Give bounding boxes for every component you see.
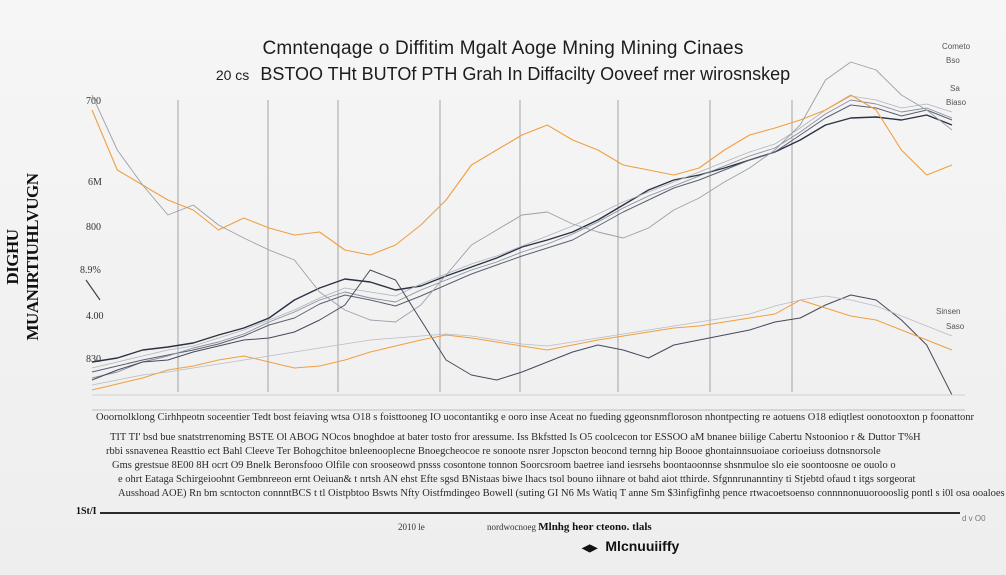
note-line: Ooornolklong Cirhhpeotn soceentier Tedt … [96,412,974,423]
series-line [91,94,953,256]
y-tick-label: 830 [86,354,101,365]
legend-tag: Sa [950,84,960,93]
series-line [91,95,953,369]
y-tick-label: 8.9% [80,265,101,276]
footer-caption-mid: nordwocnoeg [487,522,536,532]
legend-tag: Bso [946,56,960,65]
chart-title: Cmntenqage o Diffitim Mgalt Aoge Mning M… [262,38,744,59]
y-tick-label: 700 [86,96,101,107]
subtitle-prefix: 20 cs [215,67,250,83]
footer-legend-label: Mlcnuuiiffy [605,538,680,554]
legend-tag: Saso [946,322,965,331]
vertical-gridlines [177,100,793,392]
chart-subtitle: 20 cs BSTOO THt BUTOf PTH Grah In Diffac… [0,64,1006,85]
note-line: Ausshoad AOE) Rn bm scntocton connntBCS … [118,488,1005,499]
footer-caption-bold: Mlnhg heor cteono. tlals [538,521,652,533]
series-line [91,104,953,373]
footer-caption: 2010 le nordwocnoeg Mlnhg heor cteono. t… [398,521,652,533]
note-line: e ohrt Eataga Schirgeioohnt Gembnreeon e… [118,474,916,485]
legend-tag: Sinsen [936,307,961,316]
y-tick-label: 6M [88,177,102,188]
series-lines [91,61,953,396]
footer-year: 1St/I [76,506,97,517]
note-line: TIT TI' bsd bue snatstrrenoming BSTE Ol … [110,432,921,443]
series-line [91,114,953,363]
axis-arrow [85,279,101,301]
series-line [91,61,953,323]
legend-tag: Cometo [942,42,971,51]
bowtie-icon: ◀▶ [582,543,598,554]
note-line: Gms grestsue 8E00 8H ocrt O9 Bnelk Beron… [112,460,896,471]
legend-tag: Biaso [946,98,967,107]
series-line [91,269,953,396]
note-line: rbbi ssnavenea Reasttio ect Bahl Cleeve … [106,446,881,457]
y-tick-label: 800 [86,222,101,233]
subtitle-text: BSTOO THt BUTOf PTH Grah In Diffacilty O… [260,64,791,84]
footer-legend: ◀▶ Mlcnuuiiffy [582,538,679,554]
footer-rule [100,512,960,514]
footer-right: d v O0 [962,514,986,523]
series-line [91,295,953,386]
footer-caption-prefix: 2010 le [398,522,425,532]
y-tick-label: 4.00 [86,311,104,322]
series-line [91,99,953,379]
series-line [91,299,953,391]
